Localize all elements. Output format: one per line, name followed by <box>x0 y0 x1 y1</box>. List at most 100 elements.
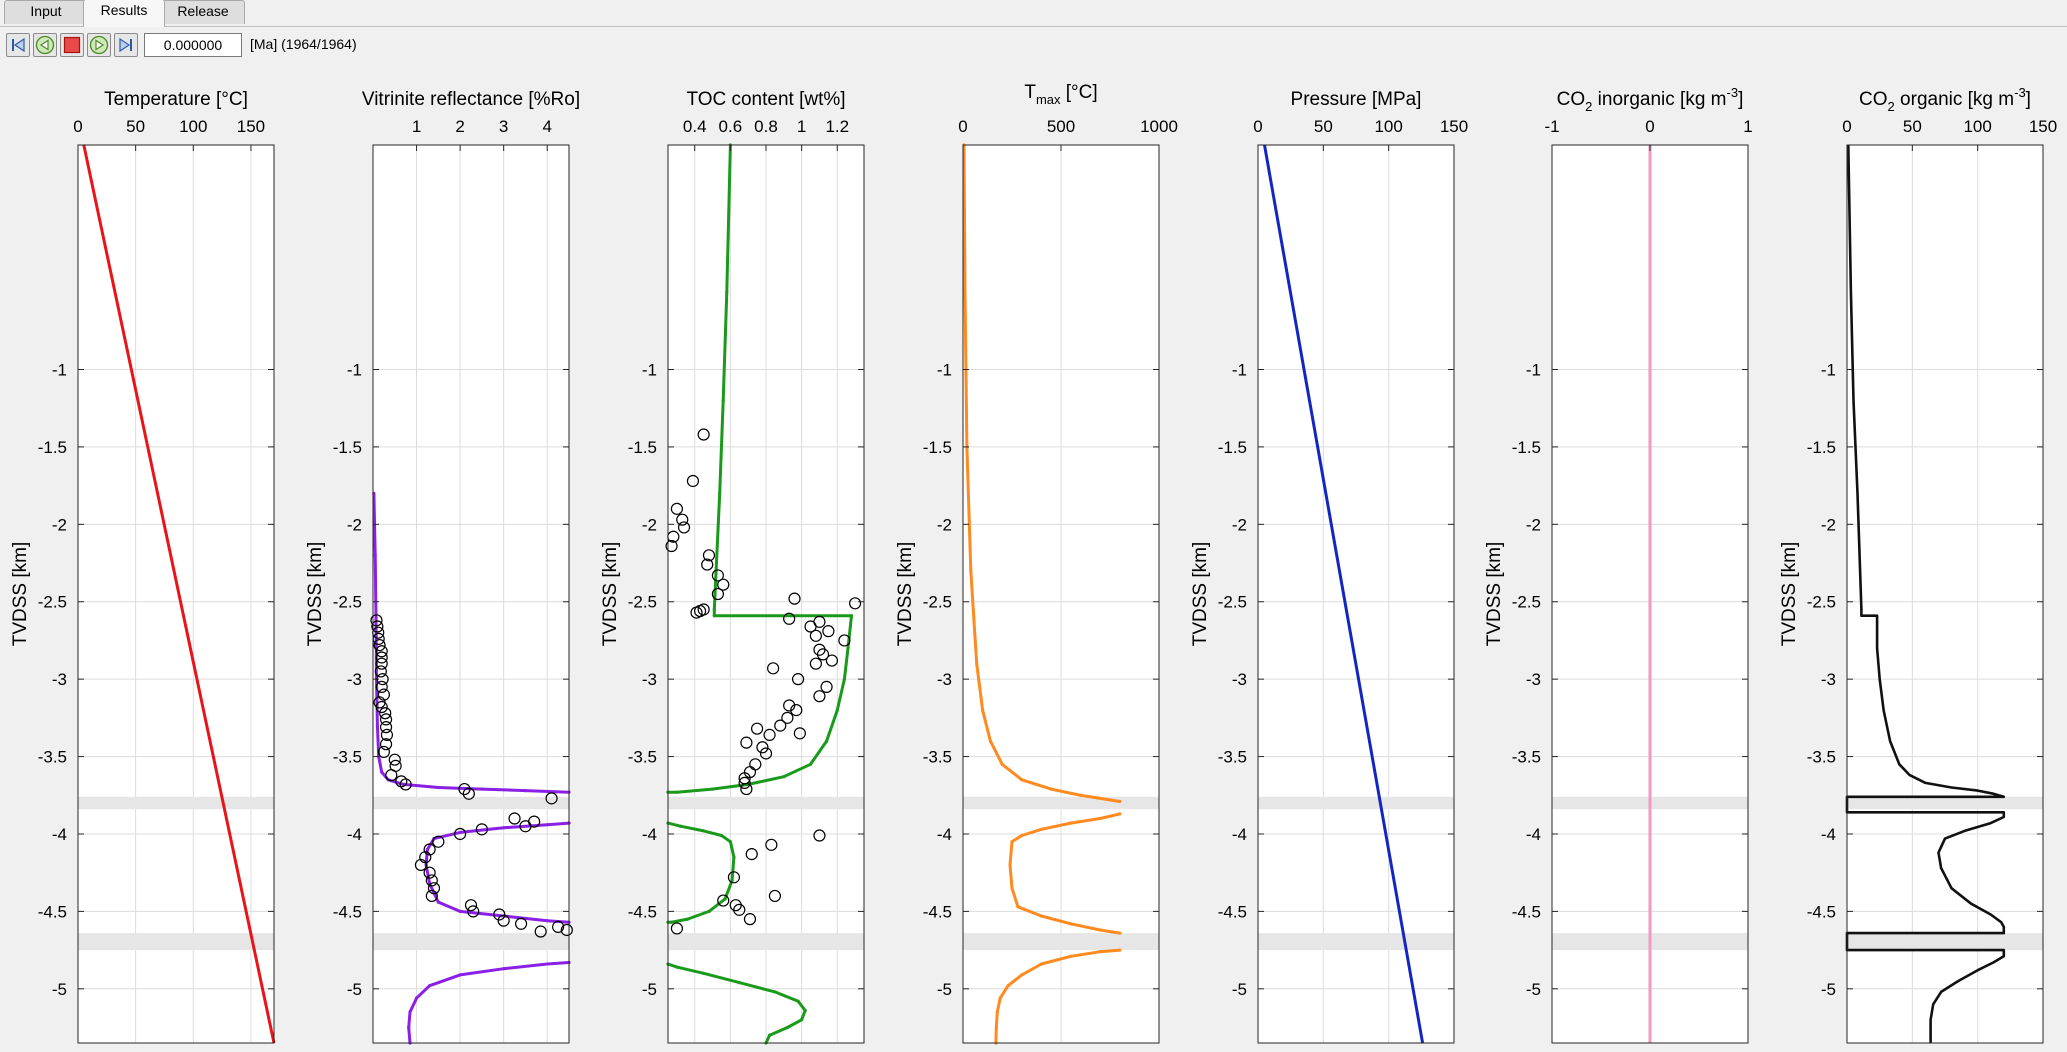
series-point <box>994 1025 998 1030</box>
y-tick-label: -2 <box>642 515 657 534</box>
measured-point <box>534 925 547 938</box>
tab-input[interactable]: Input <box>4 0 88 24</box>
stop-button[interactable] <box>60 33 84 57</box>
series-point <box>1006 984 1010 988</box>
y-tick-label: -4.5 <box>923 902 952 921</box>
series-point <box>1098 796 1102 800</box>
x-tick-label: 50 <box>1903 117 1922 136</box>
measured-point <box>768 889 782 903</box>
play-icon <box>89 35 109 55</box>
measured-point <box>493 908 506 921</box>
measured-point <box>774 719 787 732</box>
series-point <box>782 775 786 779</box>
time-input[interactable] <box>144 33 242 57</box>
y-tick-label: -4.5 <box>628 902 657 921</box>
measured-point <box>790 704 803 717</box>
panel-title: CO2 inorganic [kg m-3] <box>1557 85 1744 114</box>
tab-release[interactable]: Release <box>161 0 245 24</box>
measured-point <box>388 753 401 766</box>
panel-co2-inorganic: -1 0 1 -1 -1.5 -2 -2.5 -3 -3.5 -4 -4.5 -5 TVDSS [km]… <box>1484 85 1753 1044</box>
measured-point <box>848 597 862 610</box>
measured-point <box>379 738 393 751</box>
step-back-button[interactable] <box>33 33 57 57</box>
series-point <box>710 787 715 791</box>
x-tick-label: 0 <box>1645 117 1654 136</box>
series-point <box>523 789 528 793</box>
measured-point <box>379 721 393 734</box>
measured-point <box>743 913 757 926</box>
series-point <box>686 917 690 921</box>
x-tick-label: 1000 <box>1140 117 1178 136</box>
x-tick-label: 100 <box>179 117 207 136</box>
measured-point <box>756 741 769 754</box>
x-tick-label: 1.2 <box>825 117 849 136</box>
series-point <box>1008 863 1012 867</box>
y-axis-label: TVDSS [km] <box>10 542 31 647</box>
y-tick-label: -2.5 <box>923 593 952 612</box>
tab-results[interactable]: Results <box>83 0 165 27</box>
measured-point <box>677 521 691 534</box>
panel-pressure: 0 50 100 150 -1 -1.5 -2 -2.5 -3 -3.5 -4 -4.5 -5 TVDSS… <box>1190 89 1468 1044</box>
step-back-icon <box>35 35 55 55</box>
y-tick-label: -3.5 <box>923 748 952 767</box>
panel-title: Vitrinite reflectance [%Ro] <box>362 89 580 110</box>
y-tick-label: -5 <box>1821 980 1836 999</box>
measured-point <box>783 612 796 625</box>
depth-band <box>1258 933 1454 951</box>
depth-band <box>668 796 864 810</box>
measured-point <box>475 823 488 836</box>
x-tick-label: 150 <box>237 117 265 136</box>
plot-background <box>373 145 569 1043</box>
play-button[interactable] <box>87 33 111 57</box>
y-tick-label: -2 <box>937 515 952 534</box>
y-tick-label: -4.5 <box>1807 902 1836 921</box>
y-tick-label: -2.5 <box>333 593 362 612</box>
measured-point <box>373 638 386 652</box>
y-tick-label: -1 <box>937 361 952 380</box>
x-tick-label: 3 <box>499 117 508 136</box>
series-point <box>373 553 377 557</box>
y-tick-label: -1.5 <box>1512 438 1541 457</box>
first-frame-button[interactable] <box>6 33 30 57</box>
depth-band <box>373 933 569 951</box>
measured-point <box>528 815 541 828</box>
y-tick-label: -5 <box>347 980 362 999</box>
panel-toc: 0.4 0.6 0.8 1 1.2 -1 -1.5 -2 -2.5 -3 -3.5 -4 -4.5 -5 T… <box>600 89 865 1045</box>
series-line <box>667 821 736 924</box>
measured-point <box>423 843 436 856</box>
y-tick-label: -1 <box>347 361 362 380</box>
measured-point <box>813 690 826 703</box>
series-point <box>835 708 839 712</box>
measured-point <box>740 736 753 749</box>
series-point <box>767 1033 772 1037</box>
first-frame-icon <box>12 37 25 53</box>
measured-point <box>711 569 724 582</box>
series-point <box>502 826 506 830</box>
depth-band <box>1847 933 2043 951</box>
series-point <box>1069 954 1073 958</box>
y-tick-label: -5 <box>642 980 657 999</box>
measured-point <box>375 680 388 693</box>
measured-point <box>686 474 700 488</box>
y-tick-label: -3 <box>1821 670 1836 689</box>
y-tick-label: -1.5 <box>923 438 952 457</box>
y-tick-label: -1 <box>1821 361 1836 380</box>
measured-point <box>788 592 801 605</box>
x-tick-label: 150 <box>2029 117 2057 136</box>
measured-point <box>423 866 436 879</box>
series-point <box>545 919 549 923</box>
measured-point <box>711 587 724 601</box>
panel-title: Tmax [°C] <box>1024 82 1097 107</box>
y-tick-label: -3.5 <box>1807 748 1836 767</box>
panel-title: CO2 organic [kg m-3] <box>1859 85 2031 114</box>
series-point <box>1049 787 1053 791</box>
measured-point <box>560 923 573 937</box>
y-tick-label: -3.5 <box>1512 748 1541 767</box>
measured-point <box>697 428 710 441</box>
series-point <box>803 1008 807 1013</box>
last-frame-button[interactable] <box>114 33 138 57</box>
measured-point <box>745 848 758 861</box>
measured-point <box>665 539 678 553</box>
measured-point <box>690 606 703 619</box>
series-point <box>375 724 379 728</box>
